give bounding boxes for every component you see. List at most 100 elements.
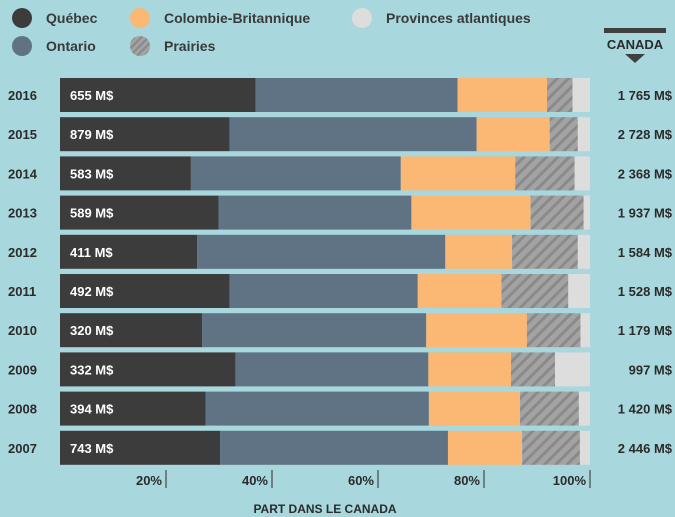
bar-segment-quebec <box>60 313 203 348</box>
x-tick-label: 40% <box>242 473 268 488</box>
legend-item-colombie-britannique: Colombie-Britannique <box>130 8 310 28</box>
canada-total-label: 1 420 M$ <box>618 402 673 417</box>
bar-segment-ontario <box>229 274 418 308</box>
bar-segment-ontario <box>218 195 412 230</box>
bar-segment-colombie-britannique <box>457 78 548 112</box>
x-tick-label: 20% <box>136 473 162 488</box>
quebec-value-label: 655 M$ <box>70 88 114 103</box>
quebec-value-label: 320 M$ <box>70 323 114 338</box>
canada-header: CANADA <box>604 28 666 63</box>
bar-segment-ontario <box>190 156 401 191</box>
bar-segment-provinces-atlantiques <box>579 430 590 465</box>
legend-item-provinces-atlantiques: Provinces atlantiques <box>352 8 531 28</box>
legend-swatch-prairies <box>130 36 150 56</box>
canada-total-label: 1 584 M$ <box>618 245 673 260</box>
chevron-down-icon <box>625 54 645 63</box>
canada-total-label: 2 728 M$ <box>618 127 673 142</box>
bar-segment-prairies <box>549 117 578 152</box>
bar-segment-provinces-atlantiques <box>578 391 590 426</box>
bar-segment-ontario <box>255 78 458 112</box>
legend-label-provinces-atlantiques: Provinces atlantiques <box>386 10 531 26</box>
legend-label-quebec: Québec <box>46 10 98 26</box>
bar-segment-provinces-atlantiques <box>577 234 590 269</box>
legend-label-prairies: Prairies <box>164 38 216 54</box>
legend-swatch-colombie-britannique <box>130 8 150 28</box>
bar-segment-quebec <box>60 274 230 308</box>
bar-segment-prairies <box>515 156 575 191</box>
legend-item-ontario: Ontario <box>12 36 96 56</box>
canada-total-label: 1 528 M$ <box>618 284 673 299</box>
bar-segment-quebec <box>60 391 206 426</box>
bar-segment-provinces-atlantiques <box>580 313 590 348</box>
quebec-value-label: 879 M$ <box>70 127 114 142</box>
x-tick-label: 60% <box>348 473 374 488</box>
bar-segment-quebec <box>60 234 198 269</box>
bar-segment-provinces-atlantiques <box>555 352 590 387</box>
legend-item-quebec: Québec <box>12 8 97 28</box>
x-tick-label: 80% <box>454 473 480 488</box>
year-label: 2011 <box>8 284 36 299</box>
bar-segment-colombie-britannique <box>417 274 502 308</box>
bar-segment-prairies <box>512 234 578 269</box>
quebec-value-label: 589 M$ <box>70 206 114 221</box>
year-label: 2012 <box>8 245 37 260</box>
legend-swatch-ontario <box>12 36 32 56</box>
bar-segment-prairies <box>522 430 580 465</box>
quebec-value-label: 411 M$ <box>70 245 113 260</box>
year-label: 2007 <box>8 441 37 456</box>
x-tick-label: 100% <box>553 473 587 488</box>
legend-label-ontario: Ontario <box>46 38 96 54</box>
bar-segment-quebec <box>60 352 236 387</box>
year-label: 2015 <box>8 127 37 142</box>
bar-segment-ontario <box>205 391 429 426</box>
bar-segment-quebec <box>60 430 221 465</box>
canada-total-label: 2 446 M$ <box>618 441 673 456</box>
quebec-value-label: 332 M$ <box>70 362 114 377</box>
bar-segment-prairies <box>511 352 556 387</box>
bar-segment-quebec <box>60 156 191 191</box>
year-label: 2016 <box>8 88 37 103</box>
bar-segment-quebec <box>60 78 256 112</box>
year-label: 2014 <box>8 166 38 181</box>
bar-segment-provinces-atlantiques <box>568 274 590 308</box>
bar-segment-ontario <box>220 430 448 465</box>
bar-segment-quebec <box>60 195 219 230</box>
year-label: 2013 <box>8 206 37 221</box>
legend-label-colombie-britannique: Colombie-Britannique <box>164 10 311 26</box>
canada-total-label: 1 765 M$ <box>618 88 673 103</box>
bar-segment-colombie-britannique <box>428 352 512 387</box>
legend-swatch-provinces-atlantiques <box>352 8 372 28</box>
year-label: 2010 <box>8 323 37 338</box>
bar-segment-provinces-atlantiques <box>572 78 590 112</box>
quebec-value-label: 743 M$ <box>70 441 114 456</box>
bar-segment-colombie-britannique <box>400 156 516 191</box>
bar-segment-colombie-britannique <box>428 391 521 426</box>
bar-segment-colombie-britannique <box>426 313 527 348</box>
quebec-value-label: 583 M$ <box>70 166 114 181</box>
x-axis-title: PART DANS LE CANADA <box>253 502 397 516</box>
bar-segment-prairies <box>530 195 584 230</box>
bar-segment-ontario <box>229 117 477 152</box>
canada-total-label: 1 179 M$ <box>618 323 673 338</box>
canada-header-rule <box>604 28 666 33</box>
quebec-value-label: 394 M$ <box>70 402 114 417</box>
bar-segment-provinces-atlantiques <box>583 195 590 230</box>
bar-segment-provinces-atlantiques <box>577 117 590 152</box>
canada-total-label: 2 368 M$ <box>618 166 673 181</box>
canada-header-label: CANADA <box>606 37 664 52</box>
bar-segment-colombie-britannique <box>447 430 523 465</box>
year-label: 2009 <box>8 362 37 377</box>
canada-total-label: 1 937 M$ <box>618 206 673 221</box>
bar-segment-prairies <box>520 391 579 426</box>
year-label: 2008 <box>8 402 37 417</box>
bar-segment-colombie-britannique <box>445 234 513 269</box>
legend-swatch-quebec <box>12 8 32 28</box>
canada-total-label: 997 M$ <box>629 362 673 377</box>
bar-segment-ontario <box>197 234 446 269</box>
bar-segment-prairies <box>501 274 569 308</box>
bar-segment-ontario <box>202 313 427 348</box>
quebec-value-label: 492 M$ <box>70 284 114 299</box>
bar-segment-quebec <box>60 117 230 152</box>
bar-segment-provinces-atlantiques <box>574 156 590 191</box>
